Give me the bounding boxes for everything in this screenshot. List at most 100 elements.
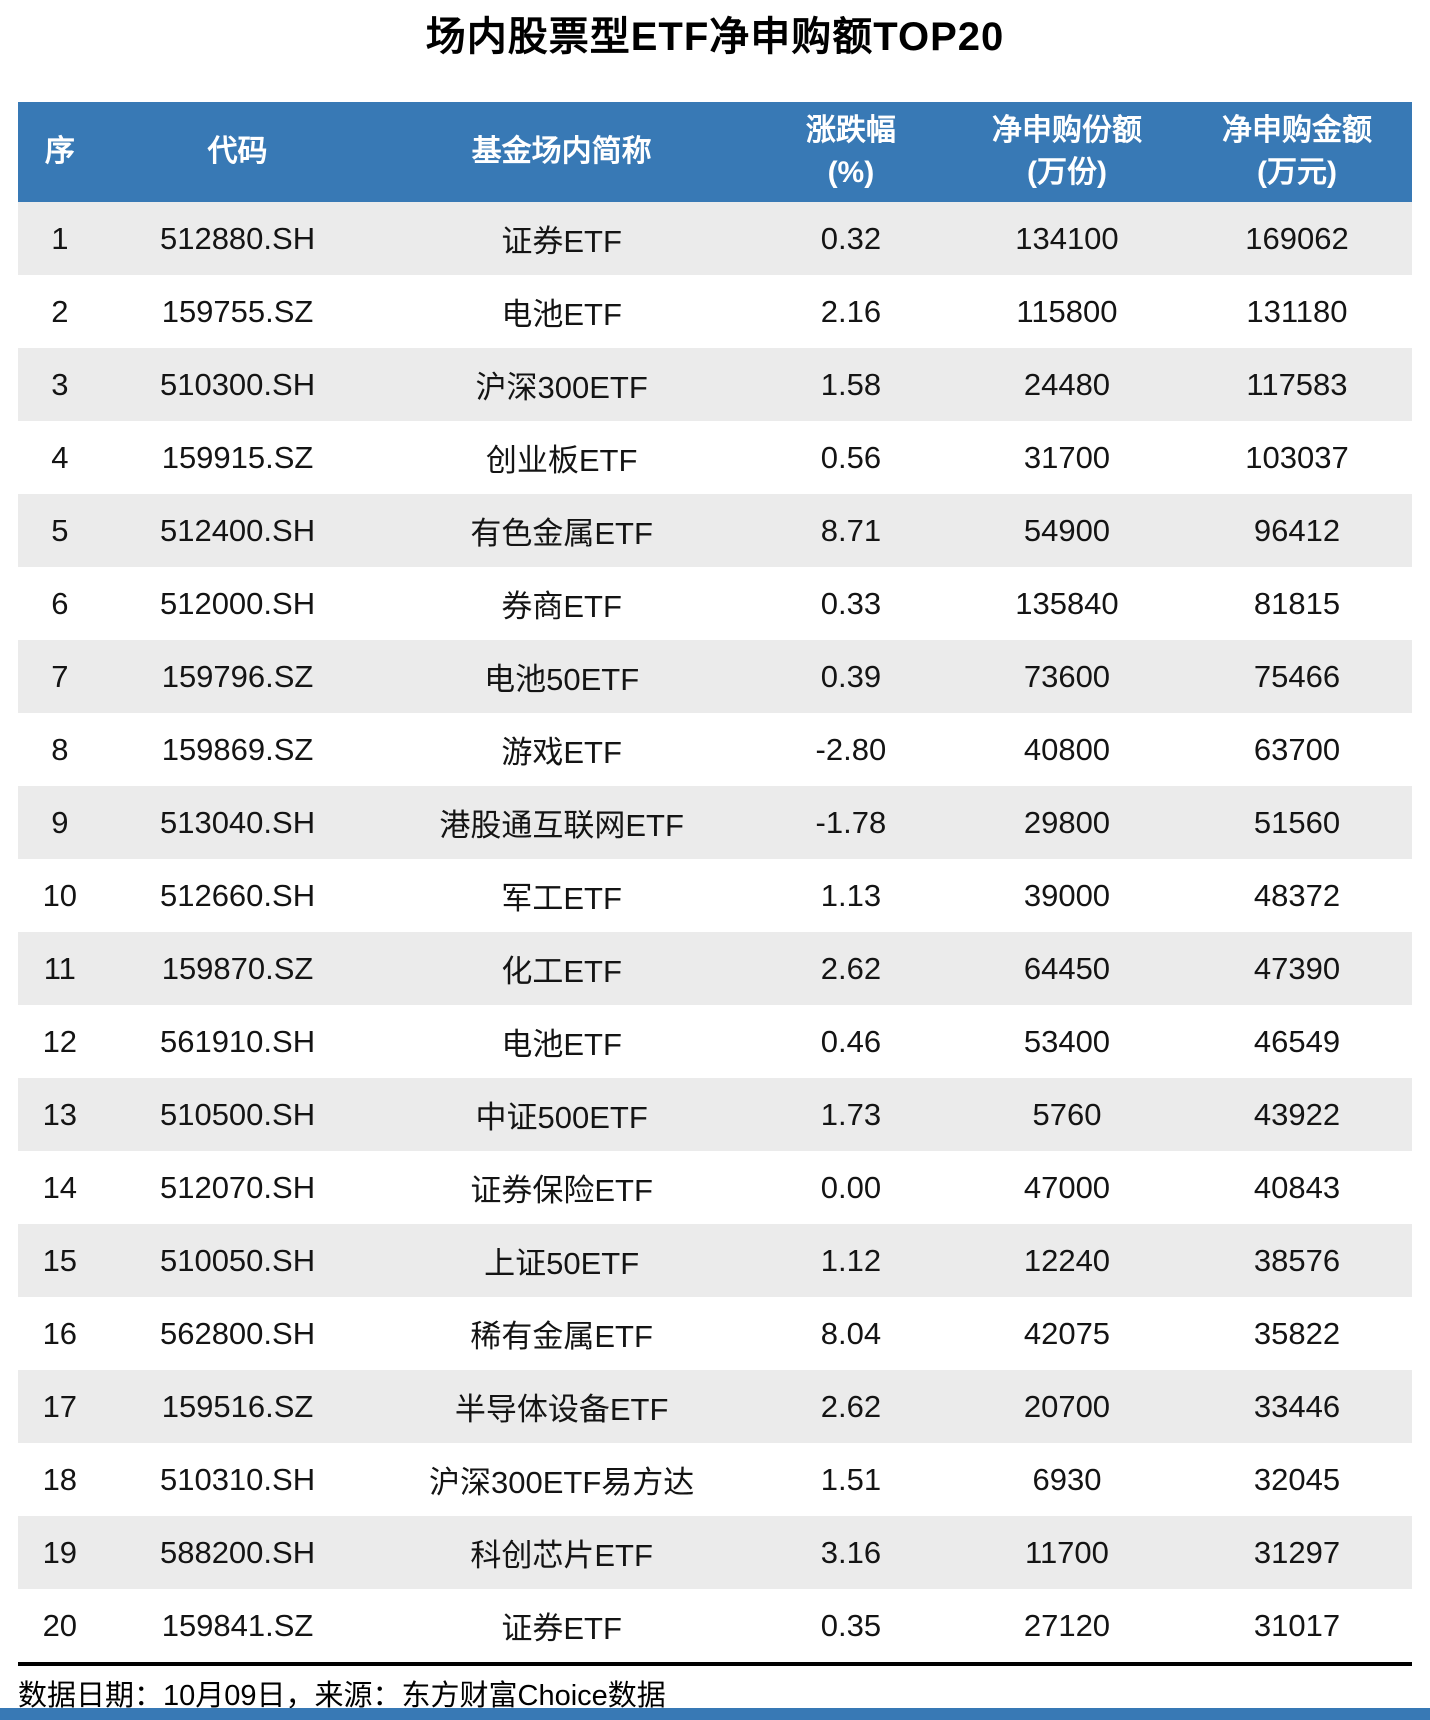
cell-net-amount: 46549 (1181, 1005, 1412, 1078)
cell-fund-name: 游戏ETF (373, 713, 750, 786)
cell-fund-name: 半导体设备ETF (373, 1370, 750, 1443)
cell-change-pct: 1.13 (749, 859, 952, 932)
table-row: 12 561910.SH 电池ETF 0.46 53400 46549 (18, 1005, 1412, 1078)
cell-net-shares: 11700 (951, 1516, 1182, 1589)
cell-rank: 14 (18, 1151, 102, 1224)
cell-code: 562800.SH (101, 1297, 374, 1370)
cell-net-amount: 40843 (1181, 1151, 1412, 1224)
cell-rank: 9 (18, 786, 102, 859)
header-fund-name: 基金场内简称 (373, 102, 750, 202)
cell-code: 159841.SZ (101, 1589, 374, 1662)
table-row: 3 510300.SH 沪深300ETF 1.58 24480 117583 (18, 348, 1412, 421)
table-row: 6 512000.SH 券商ETF 0.33 135840 81815 (18, 567, 1412, 640)
cell-net-shares: 115800 (951, 275, 1182, 348)
cell-code: 561910.SH (101, 1005, 374, 1078)
cell-net-amount: 169062 (1181, 202, 1412, 275)
cell-rank: 6 (18, 567, 102, 640)
cell-change-pct: 0.33 (749, 567, 952, 640)
cell-code: 512000.SH (101, 567, 374, 640)
cell-change-pct: 3.16 (749, 1516, 952, 1589)
header-fund-name-label: 基金场内简称 (471, 135, 652, 168)
cell-code: 510310.SH (101, 1443, 374, 1516)
header-code-label: 代码 (207, 135, 268, 168)
cell-net-amount: 33446 (1181, 1370, 1412, 1443)
cell-fund-name: 中证500ETF (373, 1078, 750, 1151)
cell-net-amount: 43922 (1181, 1078, 1412, 1151)
table-row: 14 512070.SH 证券保险ETF 0.00 47000 40843 (18, 1151, 1412, 1224)
cell-change-pct: 2.16 (749, 275, 952, 348)
cell-change-pct: 1.12 (749, 1224, 952, 1297)
header-rank: 序 (18, 102, 102, 202)
cell-fund-name: 电池ETF (373, 1005, 750, 1078)
cell-fund-name: 券商ETF (373, 567, 750, 640)
cell-rank: 8 (18, 713, 102, 786)
header-net-amount: 净申购金额 (万元) (1181, 102, 1412, 202)
table-header: 序 代码 基金场内简称 涨跌幅 (%) 净申购份额 (万份) (18, 102, 1412, 202)
header-change-pct-label: 涨跌幅 (805, 114, 896, 147)
cell-rank: 2 (18, 275, 102, 348)
cell-net-amount: 38576 (1181, 1224, 1412, 1297)
cell-net-shares: 42075 (951, 1297, 1182, 1370)
cell-net-amount: 131180 (1181, 275, 1412, 348)
cell-net-shares: 24480 (951, 348, 1182, 421)
cell-rank: 3 (18, 348, 102, 421)
cell-code: 159870.SZ (101, 932, 374, 1005)
table-body: 1 512880.SH 证券ETF 0.32 134100 169062 2 159755.S… (18, 202, 1412, 1662)
cell-net-shares: 73600 (951, 640, 1182, 713)
cell-net-amount: 81815 (1181, 567, 1412, 640)
cell-rank: 4 (18, 421, 102, 494)
header-rank-label: 序 (44, 135, 75, 168)
cell-code: 159915.SZ (101, 421, 374, 494)
header-net-shares: 净申购份额 (万份) (951, 102, 1182, 202)
header-net-shares-label: 净申购份额 (991, 114, 1142, 147)
bottom-accent-bar (0, 1708, 1430, 1720)
header-code: 代码 (101, 102, 374, 202)
cell-fund-name: 电池ETF (373, 275, 750, 348)
cell-net-amount: 117583 (1181, 348, 1412, 421)
page-title: 场内股票型ETF净申购额TOP20 (425, 15, 1005, 59)
cell-fund-name: 科创芯片ETF (373, 1516, 750, 1589)
cell-net-amount: 51560 (1181, 786, 1412, 859)
table-row: 18 510310.SH 沪深300ETF易方达 1.51 6930 32045 (18, 1443, 1412, 1516)
cell-change-pct: 0.32 (749, 202, 952, 275)
table-row: 9 513040.SH 港股通互联网ETF -1.78 29800 51560 (18, 786, 1412, 859)
cell-code: 588200.SH (101, 1516, 374, 1589)
cell-code: 512660.SH (101, 859, 374, 932)
table-row: 5 512400.SH 有色金属ETF 8.71 54900 96412 (18, 494, 1412, 567)
cell-fund-name: 上证50ETF (373, 1224, 750, 1297)
table-row: 7 159796.SZ 电池50ETF 0.39 73600 75466 (18, 640, 1412, 713)
table-row: 17 159516.SZ 半导体设备ETF 2.62 20700 33446 (18, 1370, 1412, 1443)
cell-net-shares: 47000 (951, 1151, 1182, 1224)
table-row: 4 159915.SZ 创业板ETF 0.56 31700 103037 (18, 421, 1412, 494)
table-row: 13 510500.SH 中证500ETF 1.73 5760 43922 (18, 1078, 1412, 1151)
cell-rank: 7 (18, 640, 102, 713)
cell-net-shares: 135840 (951, 567, 1182, 640)
cell-code: 510500.SH (101, 1078, 374, 1151)
header-net-amount-label: 净申购金额 (1221, 114, 1372, 147)
table-row: 16 562800.SH 稀有金属ETF 8.04 42075 35822 (18, 1297, 1412, 1370)
cell-rank: 5 (18, 494, 102, 567)
cell-rank: 20 (18, 1589, 102, 1662)
cell-net-amount: 103037 (1181, 421, 1412, 494)
cell-rank: 15 (18, 1224, 102, 1297)
cell-fund-name: 沪深300ETF (373, 348, 750, 421)
table-row: 2 159755.SZ 电池ETF 2.16 115800 131180 (18, 275, 1412, 348)
cell-fund-name: 证券保险ETF (373, 1151, 750, 1224)
cell-net-shares: 12240 (951, 1224, 1182, 1297)
cell-fund-name: 电池50ETF (373, 640, 750, 713)
cell-rank: 10 (18, 859, 102, 932)
cell-change-pct: -1.78 (749, 786, 952, 859)
table-row: 1 512880.SH 证券ETF 0.32 134100 169062 (18, 202, 1412, 275)
cell-rank: 12 (18, 1005, 102, 1078)
header-row: 序 代码 基金场内简称 涨跌幅 (%) 净申购份额 (万份) (18, 102, 1412, 202)
cell-change-pct: 8.04 (749, 1297, 952, 1370)
table-row: 20 159841.SZ 证券ETF 0.35 27120 31017 (18, 1589, 1412, 1662)
cell-code: 159516.SZ (101, 1370, 374, 1443)
cell-change-pct: 2.62 (749, 1370, 952, 1443)
cell-net-shares: 134100 (951, 202, 1182, 275)
cell-fund-name: 化工ETF (373, 932, 750, 1005)
cell-net-amount: 35822 (1181, 1297, 1412, 1370)
cell-net-shares: 54900 (951, 494, 1182, 567)
cell-change-pct: 0.46 (749, 1005, 952, 1078)
cell-fund-name: 稀有金属ETF (373, 1297, 750, 1370)
